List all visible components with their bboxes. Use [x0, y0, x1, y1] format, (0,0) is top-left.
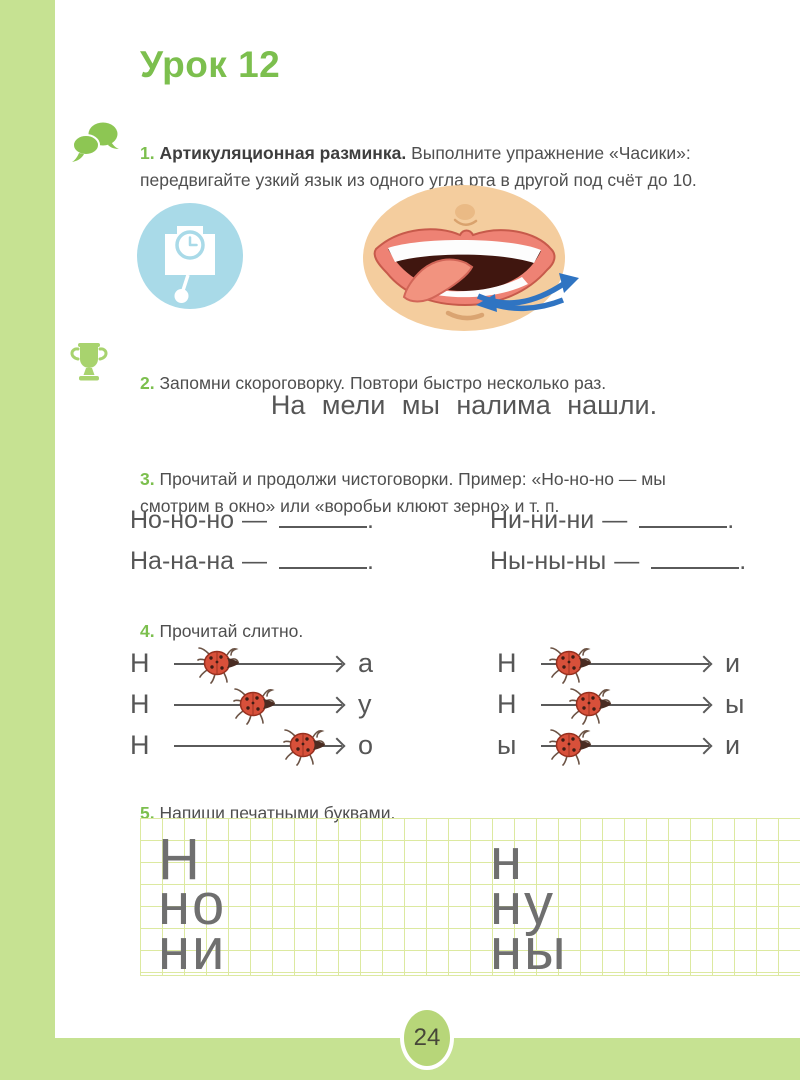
answer-blank — [651, 545, 740, 569]
syllable-item: На-на-на —. — [130, 545, 490, 576]
exercise2-number: 2. — [140, 372, 155, 393]
start-letter: ы — [497, 730, 517, 760]
blend-row: Н о — [130, 725, 373, 766]
blend-row: Н и — [497, 643, 744, 684]
start-letter: Н — [497, 648, 517, 678]
exercise5-text: 5. Напиши печатными буквами. — [140, 800, 740, 828]
speech-bubbles-icon — [70, 120, 122, 171]
end-letter: а — [358, 648, 374, 678]
exercise2-text: 2. Запомни скороговорку. Повтори быстро … — [140, 370, 788, 398]
dash: — — [242, 547, 268, 575]
end-letter: у — [358, 689, 372, 719]
syllables: Ны-ны-ны — [490, 547, 607, 575]
syllables: Но-но-но — [130, 506, 235, 534]
end-letter: ы — [725, 689, 745, 719]
period: . — [739, 547, 747, 575]
cuckoo-clock-icon — [136, 202, 244, 315]
end-letter: и — [725, 648, 741, 678]
exercise5-body: Напиши печатными буквами. — [159, 802, 396, 823]
blend-arrow — [174, 646, 342, 684]
trophy-icon — [68, 340, 110, 393]
blend-arrow — [174, 687, 342, 725]
blend-arrow — [541, 687, 709, 725]
start-letter: Н — [130, 730, 150, 760]
syllable-item: Ны-ны-ны —. — [490, 545, 790, 576]
grid-letter: но — [158, 872, 227, 937]
blend-arrow — [174, 728, 342, 766]
grid-letter: Н — [158, 827, 202, 892]
mouth-tongue-illustration — [360, 183, 586, 338]
grid-letter: ну — [490, 872, 556, 937]
syllables: Ни-ни-ни — [490, 506, 595, 534]
exercise2-body: Запомни скороговорку. Повтори быстро нес… — [159, 372, 607, 393]
blend-row: ы и — [497, 725, 744, 766]
answer-blank — [279, 545, 368, 569]
left-green-band — [0, 0, 55, 1080]
blend-arrow — [541, 728, 709, 766]
answer-blank — [279, 504, 368, 528]
exercise1-body: Выполните упражнение «Часики»: передвига… — [140, 142, 697, 191]
exercise4-left-column: Н а Н у Н о — [130, 643, 373, 766]
dash: — — [614, 547, 640, 575]
period: . — [727, 506, 735, 534]
grid-letter: ни — [158, 917, 227, 982]
blend-arrow — [541, 646, 709, 684]
ladybug-icon — [283, 724, 327, 774]
answer-blank — [639, 504, 728, 528]
exercise1-text: 1. Артикуляционная разминка. Выполните у… — [140, 140, 785, 195]
writing-grid: Н но ни н ну ны — [140, 818, 800, 982]
grid-letter: н — [490, 827, 525, 892]
exercise1-number: 1. — [140, 142, 155, 163]
exercise4-body: Прочитай слитно. — [159, 620, 304, 641]
exercise1-lead: Артикуляционная разминка. — [159, 142, 407, 163]
page-number: 24 — [413, 1024, 441, 1051]
exercise5-number: 5. — [140, 802, 155, 823]
blend-row: Н а — [130, 643, 373, 684]
exercise3-text: 3. Прочитай и продолжи чистоговорки. При… — [140, 466, 740, 521]
exercise4-text: 4. Прочитай слитно. — [140, 618, 740, 646]
blend-row: Н ы — [497, 684, 744, 725]
ladybug-icon — [549, 724, 593, 774]
syllable-item: Ни-ни-ни —. — [490, 504, 790, 535]
page-number-badge: 24 — [400, 1006, 454, 1070]
period: . — [367, 547, 374, 575]
exercise4-right-column: Н и Н ы ы и — [497, 643, 744, 766]
blend-row: Н у — [130, 684, 373, 725]
grid-letter: ны — [490, 917, 568, 982]
start-letter: Н — [130, 648, 150, 678]
exercise3-items: Но-но-но —. Ни-ни-ни —. На-на-на —. Ны-ны-н… — [130, 504, 790, 576]
start-letter: Н — [497, 689, 517, 719]
end-letter: о — [358, 730, 374, 760]
exercise3-body: Прочитай и продолжи чистоговорки. Пример… — [140, 468, 666, 517]
syllable-item: Но-но-но —. — [130, 504, 490, 535]
syllables: На-на-на — [130, 547, 235, 575]
tongue-twister: На мели мы налима нашли. — [270, 390, 658, 420]
period: . — [367, 506, 374, 534]
end-letter: и — [725, 730, 741, 760]
page-title: Урок 12 — [140, 44, 281, 85]
start-letter: Н — [130, 689, 150, 719]
dash: — — [602, 506, 628, 534]
exercise4-number: 4. — [140, 620, 155, 641]
dash: — — [242, 506, 268, 534]
exercise3-number: 3. — [140, 468, 155, 489]
ladybug-icon — [232, 683, 277, 733]
